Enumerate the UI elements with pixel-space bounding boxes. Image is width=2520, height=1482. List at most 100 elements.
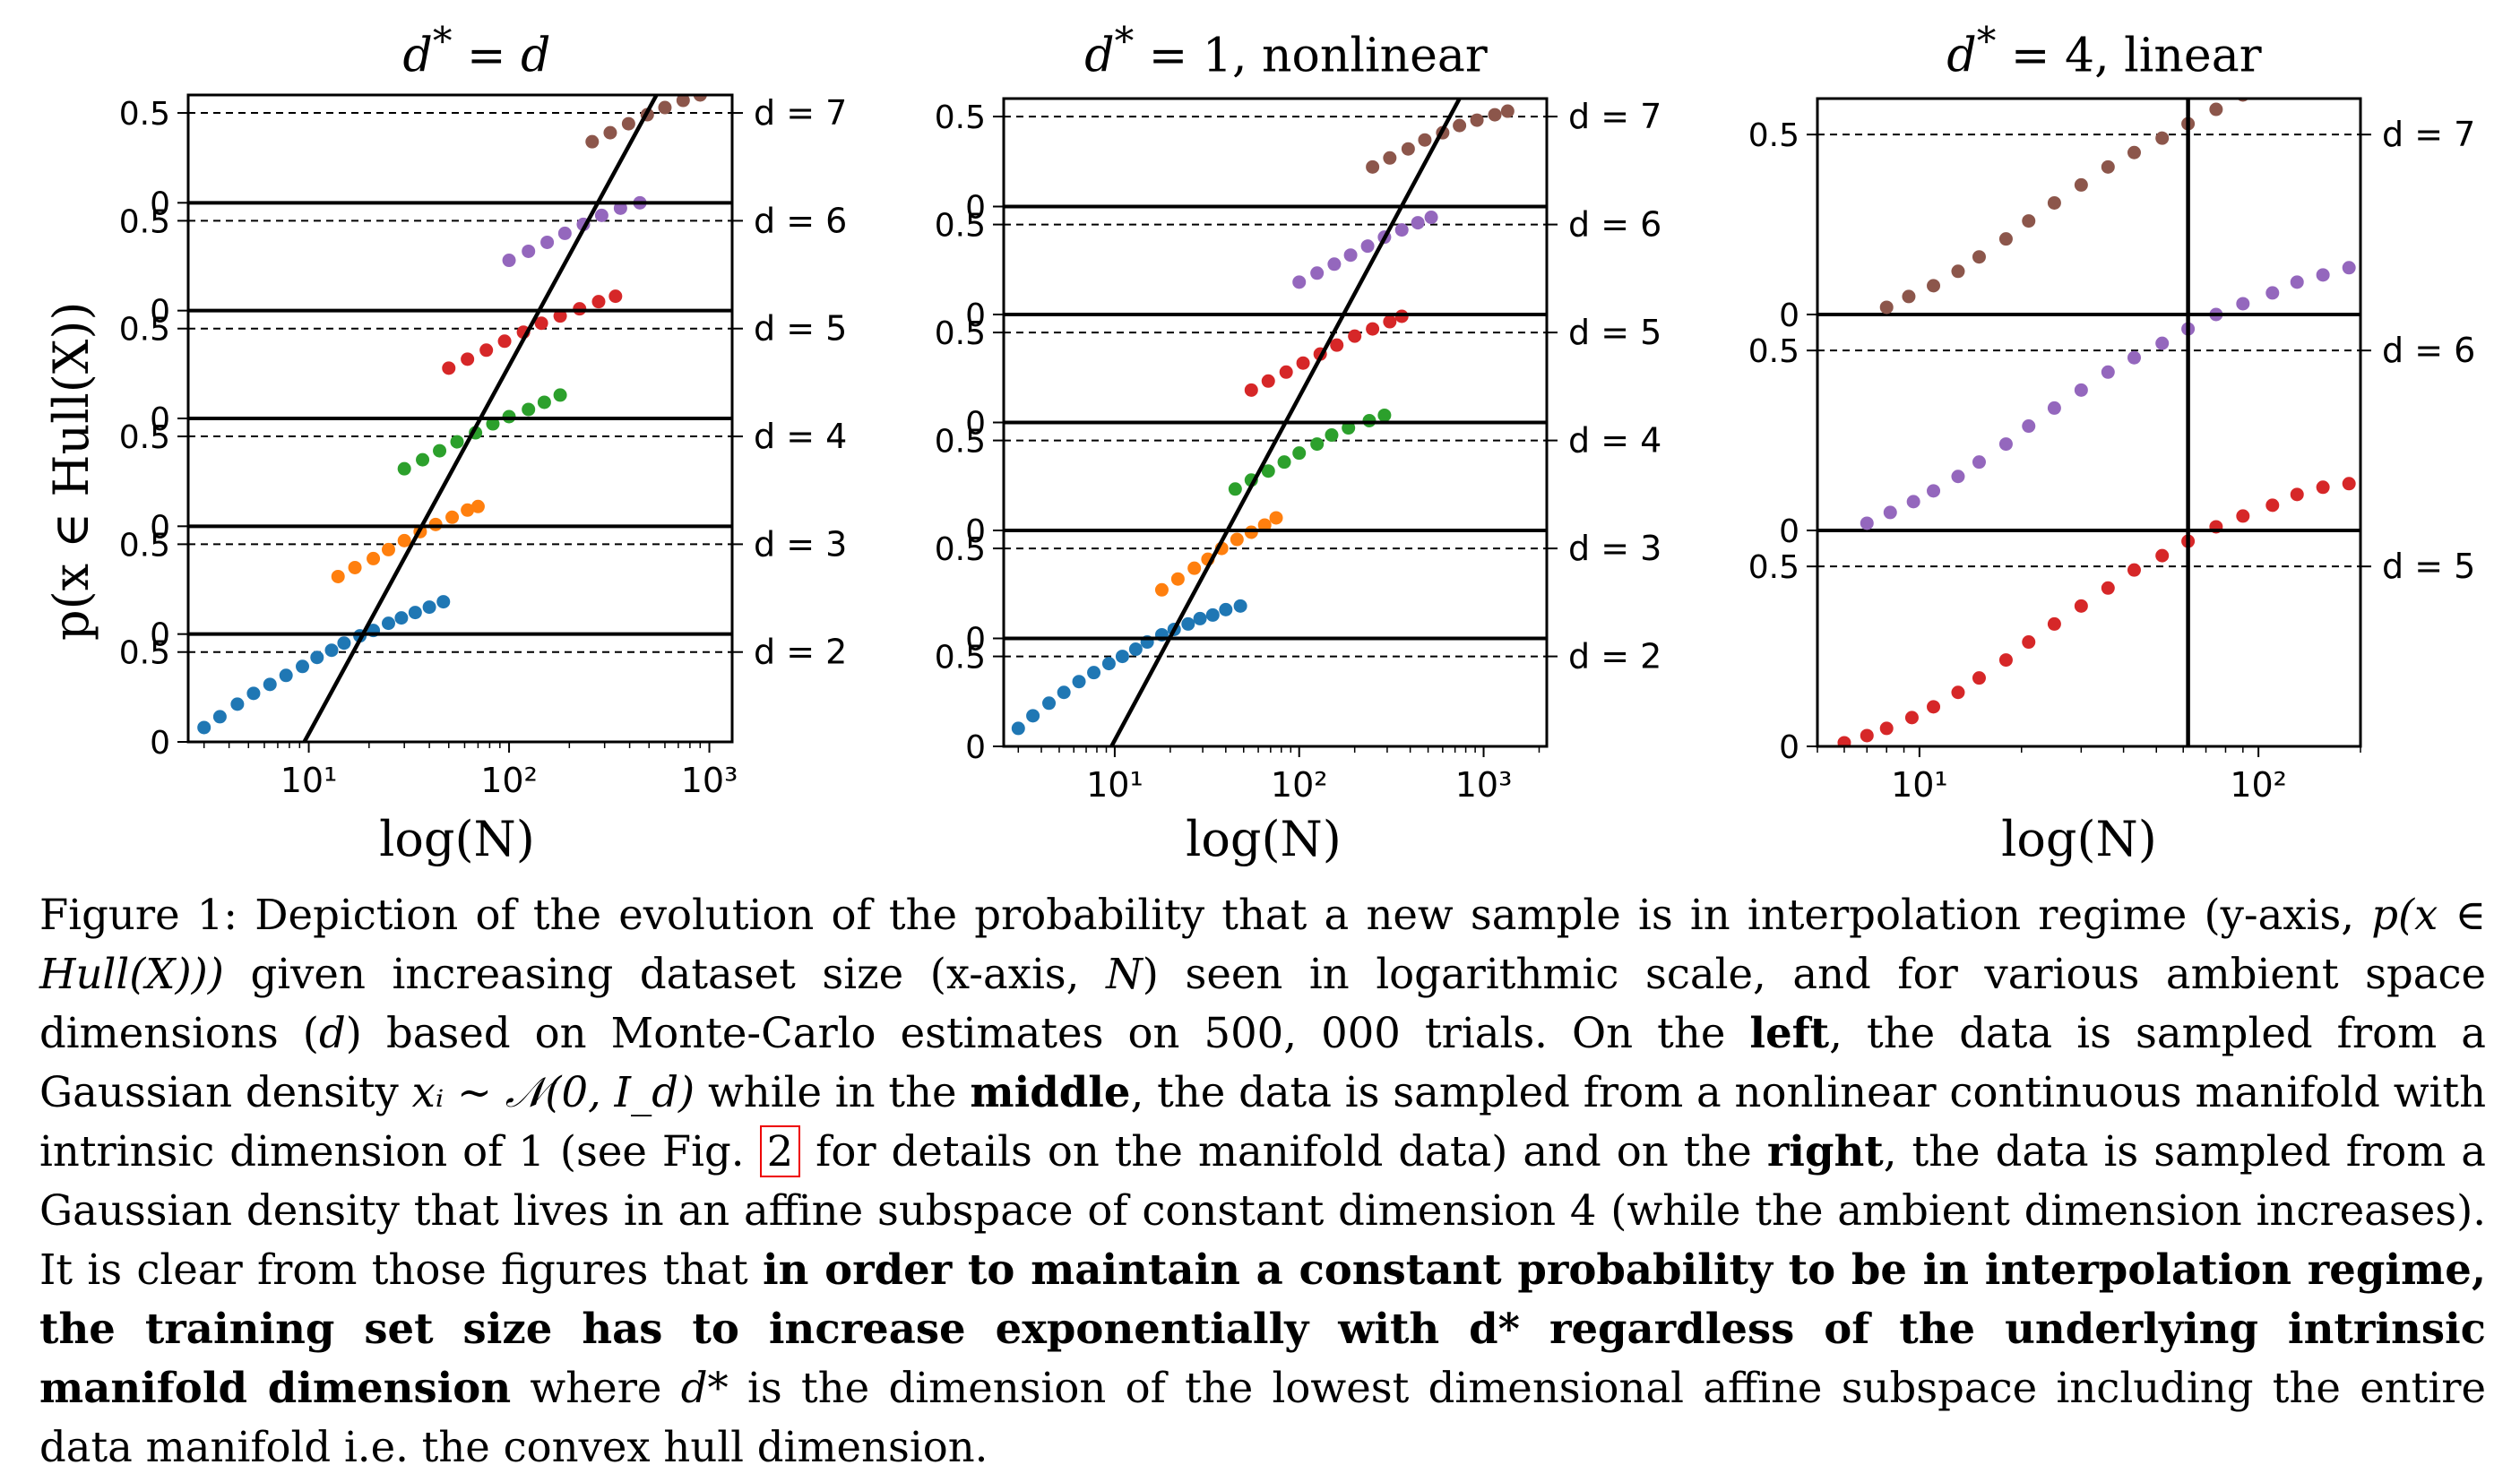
row-label: d = 2 [754,633,847,672]
data-point [2022,214,2036,228]
y-tick-label: 0.5 [119,96,170,133]
data-point [428,517,443,531]
data-point [1902,289,1916,304]
data-point [2155,548,2170,563]
data-point [324,643,339,658]
data-point [594,208,608,222]
data-point [1394,309,1409,323]
data-point [2316,480,2330,495]
y-tick-label: 0 [150,725,170,762]
data-point [2290,275,2304,289]
data-point [1327,257,1342,271]
data-point [1261,374,1275,388]
y-tick-label: 0.5 [119,203,170,240]
data-point [436,595,451,609]
data-point [1360,239,1375,254]
y-tick-label: 0 [150,401,170,438]
row-label: d = 3 [754,524,847,564]
data-point [1087,666,1101,680]
data-point [1383,314,1397,329]
data-point [1377,408,1392,422]
row-label: d = 5 [1568,313,1661,352]
data-point [2265,286,2280,300]
data-point [1998,437,2013,452]
data-point [1927,279,1941,293]
data-point [1342,421,1356,435]
row-label: d = 6 [754,201,847,240]
data-point [1261,464,1275,478]
data-point [1488,108,1502,122]
data-point [1310,266,1325,280]
y-tick-label: 0 [150,509,170,546]
data-point [1026,709,1040,723]
row-label: d = 5 [2382,547,2475,586]
y-tick-label: 0 [965,513,986,550]
data-point [1296,356,1310,370]
data-point [2101,159,2115,174]
y-tick-label: 0 [1779,513,1799,550]
data-point [1453,118,1467,133]
data-point [522,402,536,417]
data-point [1011,721,1025,736]
data-point [433,444,447,458]
data-point [394,611,409,625]
data-point [522,244,536,258]
row-label: d = 6 [1568,205,1661,245]
data-point [1860,516,1874,530]
row-label: d = 4 [754,417,847,456]
data-point [1366,322,1380,336]
data-point [1205,607,1220,622]
data-point [1470,113,1484,127]
data-point [1424,211,1438,225]
data-point [540,235,555,249]
data-point [408,606,422,620]
data-point [2127,563,2141,577]
data-point [1972,455,1986,470]
data-point [1972,671,1986,685]
data-point [2047,195,2061,210]
data-point [1411,216,1425,230]
y-tick-label: 0.5 [1748,549,1799,586]
data-point [2343,48,2356,62]
y-tick-label: 0 [965,190,986,227]
data-point [1154,582,1169,597]
data-point [553,388,567,402]
y-tick-label: 0 [150,185,170,222]
data-point [2290,487,2304,502]
data-point [1325,428,1339,443]
figure-reference-link[interactable]: 2 [759,1125,801,1177]
data-point [279,668,293,683]
data-point [450,435,464,449]
data-point [1837,736,1851,746]
data-point [613,201,627,215]
data-point [1269,511,1283,525]
y-tick-label: 0.5 [119,635,170,672]
data-point [2236,297,2250,311]
data-point [497,334,512,349]
data-point [1879,721,1894,736]
row-label: d = 7 [1568,97,1661,136]
data-point [557,226,572,240]
y-tick-label: 0.5 [119,312,170,349]
data-point [1927,484,1941,498]
data-point [2265,498,2280,513]
data-point [381,542,395,556]
data-point [621,116,635,131]
data-point [2342,477,2356,491]
y-tick-label: 0 [1779,297,1799,334]
data-point [1951,264,1965,279]
data-point [2155,131,2170,145]
data-point [1383,151,1397,165]
data-point [1230,532,1244,547]
y-tick-label: 0.5 [119,527,170,564]
data-point [367,551,381,565]
x-tick-label: 10³ [681,761,738,800]
data-point [2074,383,2088,397]
row-label: d = 2 [1568,637,1661,676]
data-point [1042,696,1057,711]
plot-frame [186,93,734,744]
data-point [2127,145,2141,159]
row-label: d = 4 [1568,421,1661,461]
x-axis-label-left: log(N) [379,811,535,867]
data-point [1951,470,1965,484]
